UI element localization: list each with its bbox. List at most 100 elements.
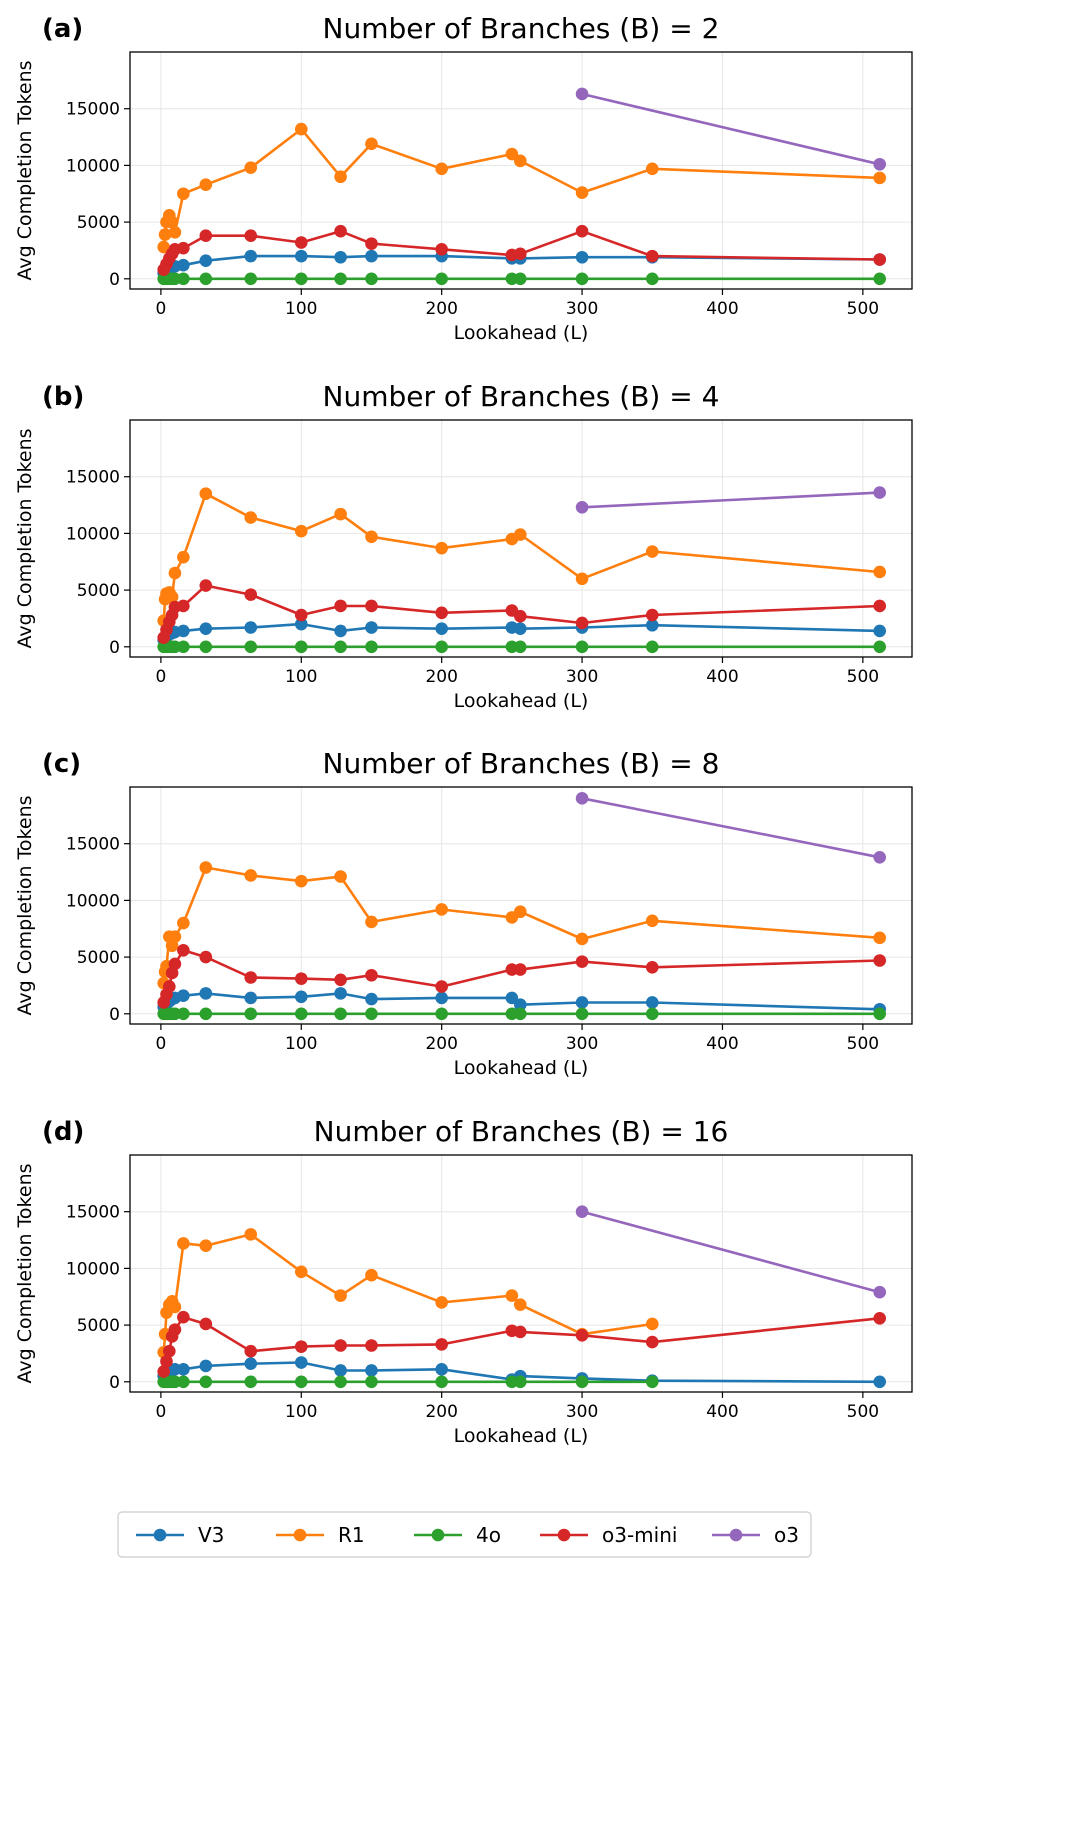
data-point-o3mini <box>244 229 258 243</box>
data-point-v3 <box>645 618 659 632</box>
data-point-v3 <box>365 1364 378 1377</box>
data-point-4o <box>334 640 347 654</box>
data-point-4o <box>873 272 887 286</box>
data-point-r1 <box>294 122 308 136</box>
data-point-4o <box>244 1375 258 1389</box>
data-point-4o <box>199 1007 213 1021</box>
figure-canvas: (a) Number of Branches (B) = 2 0 100 200 300 4… <box>14 12 913 1558</box>
data-point-r1 <box>177 187 190 201</box>
data-point-o3mini <box>873 599 887 613</box>
x-tick-label: 400 <box>706 667 738 687</box>
data-point-o3mini <box>873 954 887 967</box>
data-point-r1 <box>168 1300 182 1314</box>
data-point-r1 <box>435 903 448 916</box>
data-point-o3 <box>873 486 887 499</box>
data-point-v3 <box>435 1363 448 1376</box>
chart-panel-0: (a) Number of Branches (B) = 2 0 100 200 300 4… <box>14 12 913 344</box>
data-point-o3mini <box>177 599 190 613</box>
series-o3 <box>575 792 887 864</box>
data-point-o3mini <box>873 253 887 266</box>
data-point-r1 <box>158 228 172 241</box>
data-point-v3 <box>365 621 378 634</box>
y-tick-label: 10000 <box>66 156 120 176</box>
data-point-o3mini <box>334 1339 347 1352</box>
data-point-v3 <box>513 998 527 1012</box>
data-point-o3mini <box>244 971 258 984</box>
x-tick-label: 500 <box>847 1402 879 1422</box>
data-point-o3 <box>575 87 589 101</box>
x-tick-label: 0 <box>155 299 166 319</box>
data-point-o3mini <box>199 950 213 964</box>
data-point-r1 <box>645 162 659 176</box>
data-point-4o <box>645 272 659 286</box>
data-point-r1 <box>244 161 258 174</box>
series-4o <box>157 1375 659 1389</box>
data-point-o3mini <box>163 1344 176 1358</box>
x-tick-label: 0 <box>155 1034 166 1054</box>
data-point-r1 <box>168 226 182 239</box>
panel-letter: (a) <box>42 14 83 44</box>
data-point-v3 <box>294 617 308 631</box>
series-o3mini <box>157 224 887 277</box>
data-point-o3mini <box>199 229 213 243</box>
x-tick-label: 300 <box>566 299 598 319</box>
data-point-4o <box>177 272 190 286</box>
panel-letter: (c) <box>42 749 81 779</box>
data-point-4o <box>513 272 527 286</box>
series-line-o3 <box>581 1210 881 1294</box>
data-point-o3mini <box>157 1365 170 1378</box>
series-o3mini <box>157 579 887 645</box>
data-point-o3mini <box>160 1355 173 1368</box>
data-point-4o <box>435 640 448 654</box>
data-point-v3 <box>244 991 258 1005</box>
data-point-4o <box>199 1375 213 1389</box>
data-point-r1 <box>168 566 182 580</box>
series-o3 <box>575 87 887 171</box>
data-point-o3mini <box>365 968 378 982</box>
legend-label: o3-mini <box>602 1523 677 1547</box>
legend-swatch-marker <box>293 1528 307 1542</box>
panel-letter: (b) <box>42 382 84 412</box>
x-tick-label: 300 <box>566 1034 598 1054</box>
data-point-v3 <box>435 991 448 1005</box>
panel-letter: (d) <box>42 1117 84 1147</box>
x-tick-label: 500 <box>847 299 879 319</box>
data-point-v3 <box>575 996 589 1009</box>
series-o3 <box>575 1205 887 1299</box>
data-point-4o <box>365 1375 378 1389</box>
data-point-o3mini <box>294 236 308 249</box>
data-point-o3mini <box>435 980 448 993</box>
series-4o <box>157 272 887 286</box>
data-point-r1 <box>165 215 179 229</box>
data-point-4o <box>365 272 378 286</box>
data-point-o3mini <box>244 1344 258 1358</box>
y-tick-label: 5000 <box>77 581 120 601</box>
data-point-r1 <box>199 487 213 501</box>
data-point-r1 <box>435 1296 448 1309</box>
data-point-v3 <box>177 1363 190 1376</box>
data-point-o3mini <box>294 972 308 985</box>
data-point-r1 <box>365 137 378 151</box>
data-point-r1 <box>513 1298 527 1311</box>
data-point-o3mini <box>163 980 176 993</box>
data-point-4o <box>513 1007 527 1021</box>
legend-label: 4o <box>476 1523 501 1547</box>
data-point-v3 <box>435 622 448 635</box>
data-point-o3mini <box>575 1329 589 1342</box>
data-point-v3 <box>244 621 258 634</box>
data-point-o3mini <box>575 955 589 968</box>
data-point-v3 <box>199 254 213 267</box>
y-tick-label: 5000 <box>77 948 120 968</box>
x-tick-label: 300 <box>566 667 598 687</box>
series-4o <box>157 640 887 654</box>
data-point-4o <box>513 640 527 654</box>
data-point-o3 <box>873 1285 887 1299</box>
series-r1 <box>157 487 887 628</box>
data-point-r1 <box>435 541 448 555</box>
data-point-4o <box>334 1375 347 1389</box>
data-point-v3 <box>199 987 213 1000</box>
legend-label: R1 <box>338 1523 365 1547</box>
series-o3mini <box>157 943 887 1009</box>
data-point-v3 <box>334 250 347 264</box>
y-tick-label: 10000 <box>66 1259 120 1279</box>
